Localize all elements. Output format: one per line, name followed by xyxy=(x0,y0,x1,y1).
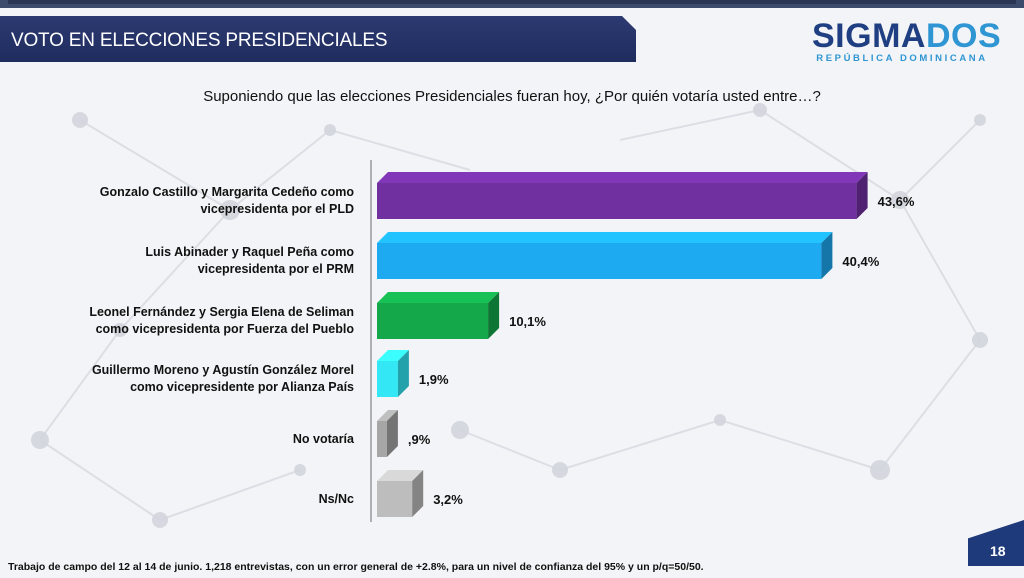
category-label-line: como vicepresidente por Alianza País xyxy=(130,380,354,394)
bar-front xyxy=(377,361,398,397)
bar-side-face xyxy=(412,470,424,517)
bar-top-face xyxy=(377,172,868,183)
bar-top-face xyxy=(377,350,409,361)
bar-side-face xyxy=(386,410,398,457)
bar-front xyxy=(377,243,822,279)
category-label: Guillermo Moreno y Agustín González More… xyxy=(44,362,354,396)
bar-top-face xyxy=(377,470,424,481)
bar-side-face xyxy=(397,350,409,397)
category-label: No votaría xyxy=(44,431,354,448)
page-number: 18 xyxy=(990,543,1006,559)
bar-value-label: 1,9% xyxy=(419,372,449,387)
sigmados-logo: SIGMADOS xyxy=(812,17,1002,55)
bar-front xyxy=(377,421,387,457)
bar-6 xyxy=(377,470,424,517)
category-label-line: Luis Abinader y Raquel Peña como xyxy=(145,245,354,259)
bar-top-face xyxy=(377,292,500,303)
bar-value-label: 40,4% xyxy=(842,254,879,269)
bar-front xyxy=(377,303,489,339)
category-label-line: vicepresidenta por el PRM xyxy=(197,262,354,276)
category-label: Ns/Nc xyxy=(44,491,354,508)
category-label-line: Ns/Nc xyxy=(318,491,354,506)
survey-question: Suponiendo que las elecciones Presidenci… xyxy=(203,88,821,105)
bar-4 xyxy=(377,350,409,397)
bar-top-face xyxy=(377,232,833,243)
page-title: VOTO EN ELECCIONES PRESIDENCIALES xyxy=(11,30,388,51)
category-label-line: Guillermo Moreno y Agustín González More… xyxy=(91,363,354,377)
category-label-line: vicepresidenta por el PLD xyxy=(200,202,354,216)
category-label-line: Leonel Fernández y Sergia Elena de Selim… xyxy=(89,305,354,319)
bar-5 xyxy=(377,410,398,457)
title-bar xyxy=(0,16,636,62)
bar-value-label: 43,6% xyxy=(878,194,915,209)
bar-2 xyxy=(377,232,833,279)
bar-top-face xyxy=(377,410,398,421)
bar-front xyxy=(377,183,857,219)
top-band xyxy=(0,0,1024,8)
bar-value-label: 10,1% xyxy=(509,314,546,329)
bar-side-face xyxy=(856,172,868,219)
logo-subtitle: REPÚBLICA DOMINICANA xyxy=(816,53,988,64)
bar-side-face xyxy=(488,292,500,339)
category-label: Gonzalo Castillo y Margarita Cedeño como… xyxy=(44,184,354,218)
bar-front xyxy=(377,481,413,517)
bar-3 xyxy=(377,292,500,339)
bar-1 xyxy=(377,172,868,219)
bar-value-label: 3,2% xyxy=(433,492,463,507)
bar-value-label: ,9% xyxy=(408,432,431,447)
category-label-line: No votaría xyxy=(292,431,354,446)
category-label: Leonel Fernández y Sergia Elena de Selim… xyxy=(44,304,354,338)
category-label-line: como vicepresidenta por Fuerza del Puebl… xyxy=(95,322,354,336)
bar-side-face xyxy=(821,232,833,279)
methodology-footnote: Trabajo de campo del 12 al 14 de junio. … xyxy=(8,561,704,573)
category-label-line: Gonzalo Castillo y Margarita Cedeño como xyxy=(99,185,354,199)
category-label: Luis Abinader y Raquel Peña como vicepres… xyxy=(44,244,354,278)
